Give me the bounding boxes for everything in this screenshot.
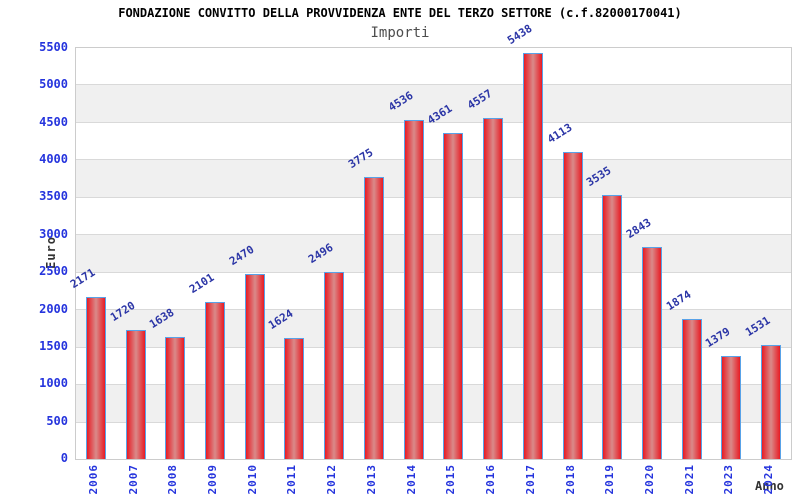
grid-band — [76, 385, 791, 423]
x-tick-label: 2007 — [126, 464, 140, 495]
y-tick-label: 1500 — [39, 338, 68, 353]
y-tick-label: 2000 — [39, 301, 68, 316]
x-tick-label: 2013 — [364, 464, 378, 495]
grid-band — [76, 347, 791, 386]
bar — [85, 296, 106, 459]
y-tick-label: 500 — [46, 413, 68, 428]
grid-band — [76, 272, 791, 311]
x-tick-label: 2015 — [444, 464, 458, 495]
grid-band — [76, 48, 791, 86]
x-axis-title: Anno — [755, 479, 784, 493]
x-tick-label: 2018 — [563, 464, 577, 495]
bar — [681, 318, 702, 459]
bar — [562, 151, 583, 459]
x-tick-label: 2021 — [682, 464, 696, 495]
y-tick-label: 4000 — [39, 152, 68, 167]
x-tick-label: 2011 — [285, 464, 299, 495]
grid-band — [76, 122, 791, 161]
x-tick-label: 2023 — [722, 464, 736, 495]
x-tick-label: 2010 — [245, 464, 259, 495]
bar — [522, 52, 543, 459]
y-tick-label: 5500 — [39, 40, 68, 54]
bar — [602, 194, 623, 459]
x-tick-label: 2024 — [762, 464, 776, 495]
plot-area: 2171 1720 1638 2101 2470 1624 2496 3775 4536 4361… — [68, 22, 792, 460]
x-tick-label: 2012 — [325, 464, 339, 495]
x-tick-label: 2009 — [206, 464, 220, 495]
bar — [363, 176, 384, 459]
x-tick-label: 2008 — [166, 464, 180, 495]
bar — [483, 118, 504, 459]
x-tick-label: 2006 — [86, 464, 100, 495]
bar — [284, 337, 305, 459]
x-tick-label: 2019 — [603, 464, 617, 495]
chart-title: FONDAZIONE CONVITTO DELLA PROVVIDENZA EN… — [118, 6, 682, 20]
chart-subtitle: Importi — [370, 25, 430, 41]
x-tick-label: 2014 — [404, 464, 418, 495]
bar — [165, 336, 186, 459]
bar — [205, 302, 226, 459]
y-tick-label: 2500 — [39, 264, 68, 279]
plot-background-bands — [76, 48, 791, 459]
y-tick-label: 1000 — [39, 376, 68, 391]
bar — [403, 120, 424, 459]
bar — [761, 344, 782, 459]
bar — [244, 274, 265, 459]
grid-band — [76, 235, 791, 273]
grid-band — [76, 197, 791, 236]
y-tick-label: 3500 — [39, 189, 68, 204]
bar — [721, 355, 742, 459]
x-tick-label: 2017 — [523, 464, 537, 495]
bar — [324, 272, 345, 459]
bar — [641, 246, 662, 459]
grid-band — [76, 160, 791, 198]
y-tick-label: 3000 — [39, 226, 68, 241]
x-tick-label: 2016 — [484, 464, 498, 495]
grid-band — [76, 422, 791, 459]
grid-band — [76, 85, 791, 123]
y-tick-label: 4500 — [39, 114, 68, 129]
bar — [443, 133, 464, 459]
y-tick-label: 5000 — [39, 77, 68, 92]
y-tick-label: 0 — [60, 451, 68, 465]
x-tick-label: 2020 — [642, 464, 656, 495]
grid-band — [76, 310, 791, 348]
bar — [125, 330, 146, 459]
